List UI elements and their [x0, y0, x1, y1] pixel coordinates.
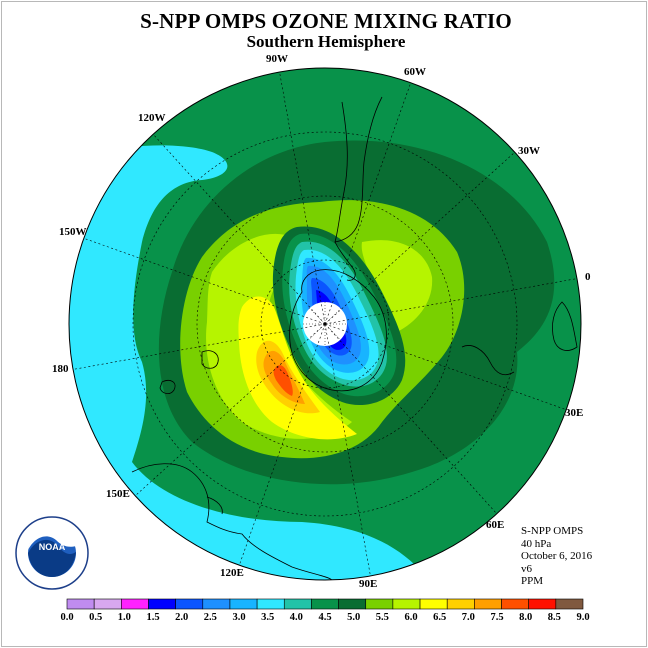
lon-label-60w: 60W	[404, 66, 426, 78]
colorbar-swatch	[392, 598, 421, 610]
colorbar-tick-label: 7.5	[490, 612, 503, 623]
colorbar-tick-label: 9.0	[576, 612, 589, 623]
colorbar-tick-label: 4.0	[290, 612, 303, 623]
field-band-cyan	[69, 145, 442, 580]
noaa-logo-text: NOAA	[39, 542, 66, 552]
colorbar-tick-label: 8.0	[519, 612, 532, 623]
info-units: PPM	[521, 575, 544, 587]
coast-south-america	[334, 96, 383, 243]
coast-tasmania	[206, 496, 223, 515]
colorbar-tick-label: 7.0	[462, 612, 475, 623]
info-version: v6	[521, 562, 532, 575]
lon-label-150w: 150W	[59, 226, 87, 238]
colorbar-swatch	[66, 598, 95, 610]
colorbar-swatch	[256, 598, 285, 610]
lon-label-60e: 60E	[486, 519, 504, 531]
colorbar-swatch	[528, 598, 557, 610]
colorbar-tick-label: 6.5	[433, 612, 446, 623]
colorbar-tick-label: 5.5	[376, 612, 389, 623]
colorbar-swatch	[474, 598, 502, 610]
colorbar-swatch	[283, 598, 312, 610]
colorbar-tick-label: 3.0	[232, 612, 245, 623]
colorbar-swatch	[501, 598, 529, 610]
colorbar-tick-label: 0.5	[89, 612, 102, 623]
lon-label-90w: 90W	[266, 53, 288, 65]
coast-africa	[552, 301, 578, 351]
lon-label-150e: 150E	[106, 488, 130, 500]
colorbar-tick-label: 0.0	[60, 612, 73, 623]
colorbar-tick-label: 8.5	[548, 612, 561, 623]
coast-antarctica	[289, 269, 387, 392]
coastlines	[131, 96, 578, 580]
colorbar-tick-label: 4.5	[318, 612, 331, 623]
colorbar-tick-label: 5.0	[347, 612, 360, 623]
lon-label-30w: 30W	[518, 145, 540, 157]
coast-kerguelen	[461, 345, 515, 376]
noaa-logo: NOAA	[15, 516, 89, 590]
colorbar-swatch	[311, 598, 339, 610]
colorbar-swatch	[121, 598, 149, 610]
colorbar-swatches	[66, 598, 584, 610]
info-instrument: S-NPP OMPS	[521, 525, 584, 537]
colorbar-swatch	[446, 598, 475, 610]
map-boundary	[68, 67, 582, 581]
colorbar-tick-label: 6.0	[404, 612, 417, 623]
coast-new-zealand-south	[201, 350, 219, 369]
lon-label-120w: 120W	[138, 112, 166, 124]
colorbar-swatch	[93, 598, 122, 610]
lon-label-0: 0	[585, 271, 591, 283]
lon-label-120e: 120E	[220, 567, 244, 579]
coast-new-zealand-north	[159, 380, 176, 394]
field-band-redorange	[273, 365, 293, 396]
map-subtitle: Southern Hemisphere	[246, 32, 406, 51]
colorbar-swatch	[365, 598, 394, 610]
colorbar-swatch	[338, 598, 367, 610]
info-date: October 6, 2016	[521, 550, 593, 562]
colorbar-swatch	[202, 598, 231, 610]
colorbar-tick-label: 1.5	[146, 612, 159, 623]
colorbar-swatch	[175, 598, 204, 610]
colorbar-swatch	[229, 598, 258, 610]
colorbar: 0.0 0.5 1.0 1.5 2.0 2.5 3.0 3.5 4.0 4.5 5.0 5.5 6.0 6…	[60, 598, 590, 623]
graticule	[69, 68, 581, 580]
lon-label-180: 180	[52, 363, 69, 375]
coast-australia	[131, 463, 333, 580]
colorbar-swatch	[555, 598, 584, 610]
colorbar-swatch	[148, 598, 176, 610]
coast-antarctic-peninsula	[334, 241, 356, 281]
info-level: 40 hPa	[521, 537, 552, 550]
lon-label-30e: 30E	[565, 407, 583, 419]
field-band-yellow	[238, 296, 357, 440]
colorbar-tick-label: 3.5	[261, 612, 274, 623]
colorbar-labels: 0.0 0.5 1.0 1.5 2.0 2.5 3.0 3.5 4.0 4.5 5.0 5.5 6.0 6…	[60, 612, 589, 623]
colorbar-tick-label: 2.0	[175, 612, 188, 623]
colorbar-tick-label: 2.5	[204, 612, 217, 623]
map-title: S-NPP OMPS OZONE MIXING RATIO	[140, 9, 512, 33]
colorbar-tick-label: 1.0	[118, 612, 131, 623]
lon-label-90e: 90E	[359, 578, 377, 590]
longitude-labels: 0 30W 60W 90W 120W 150W 180 150E 120E 90…	[52, 53, 591, 590]
colorbar-swatch	[419, 598, 448, 610]
product-info: S-NPP OMPS 40 hPa October 6, 2016 v6 PPM	[521, 525, 592, 588]
